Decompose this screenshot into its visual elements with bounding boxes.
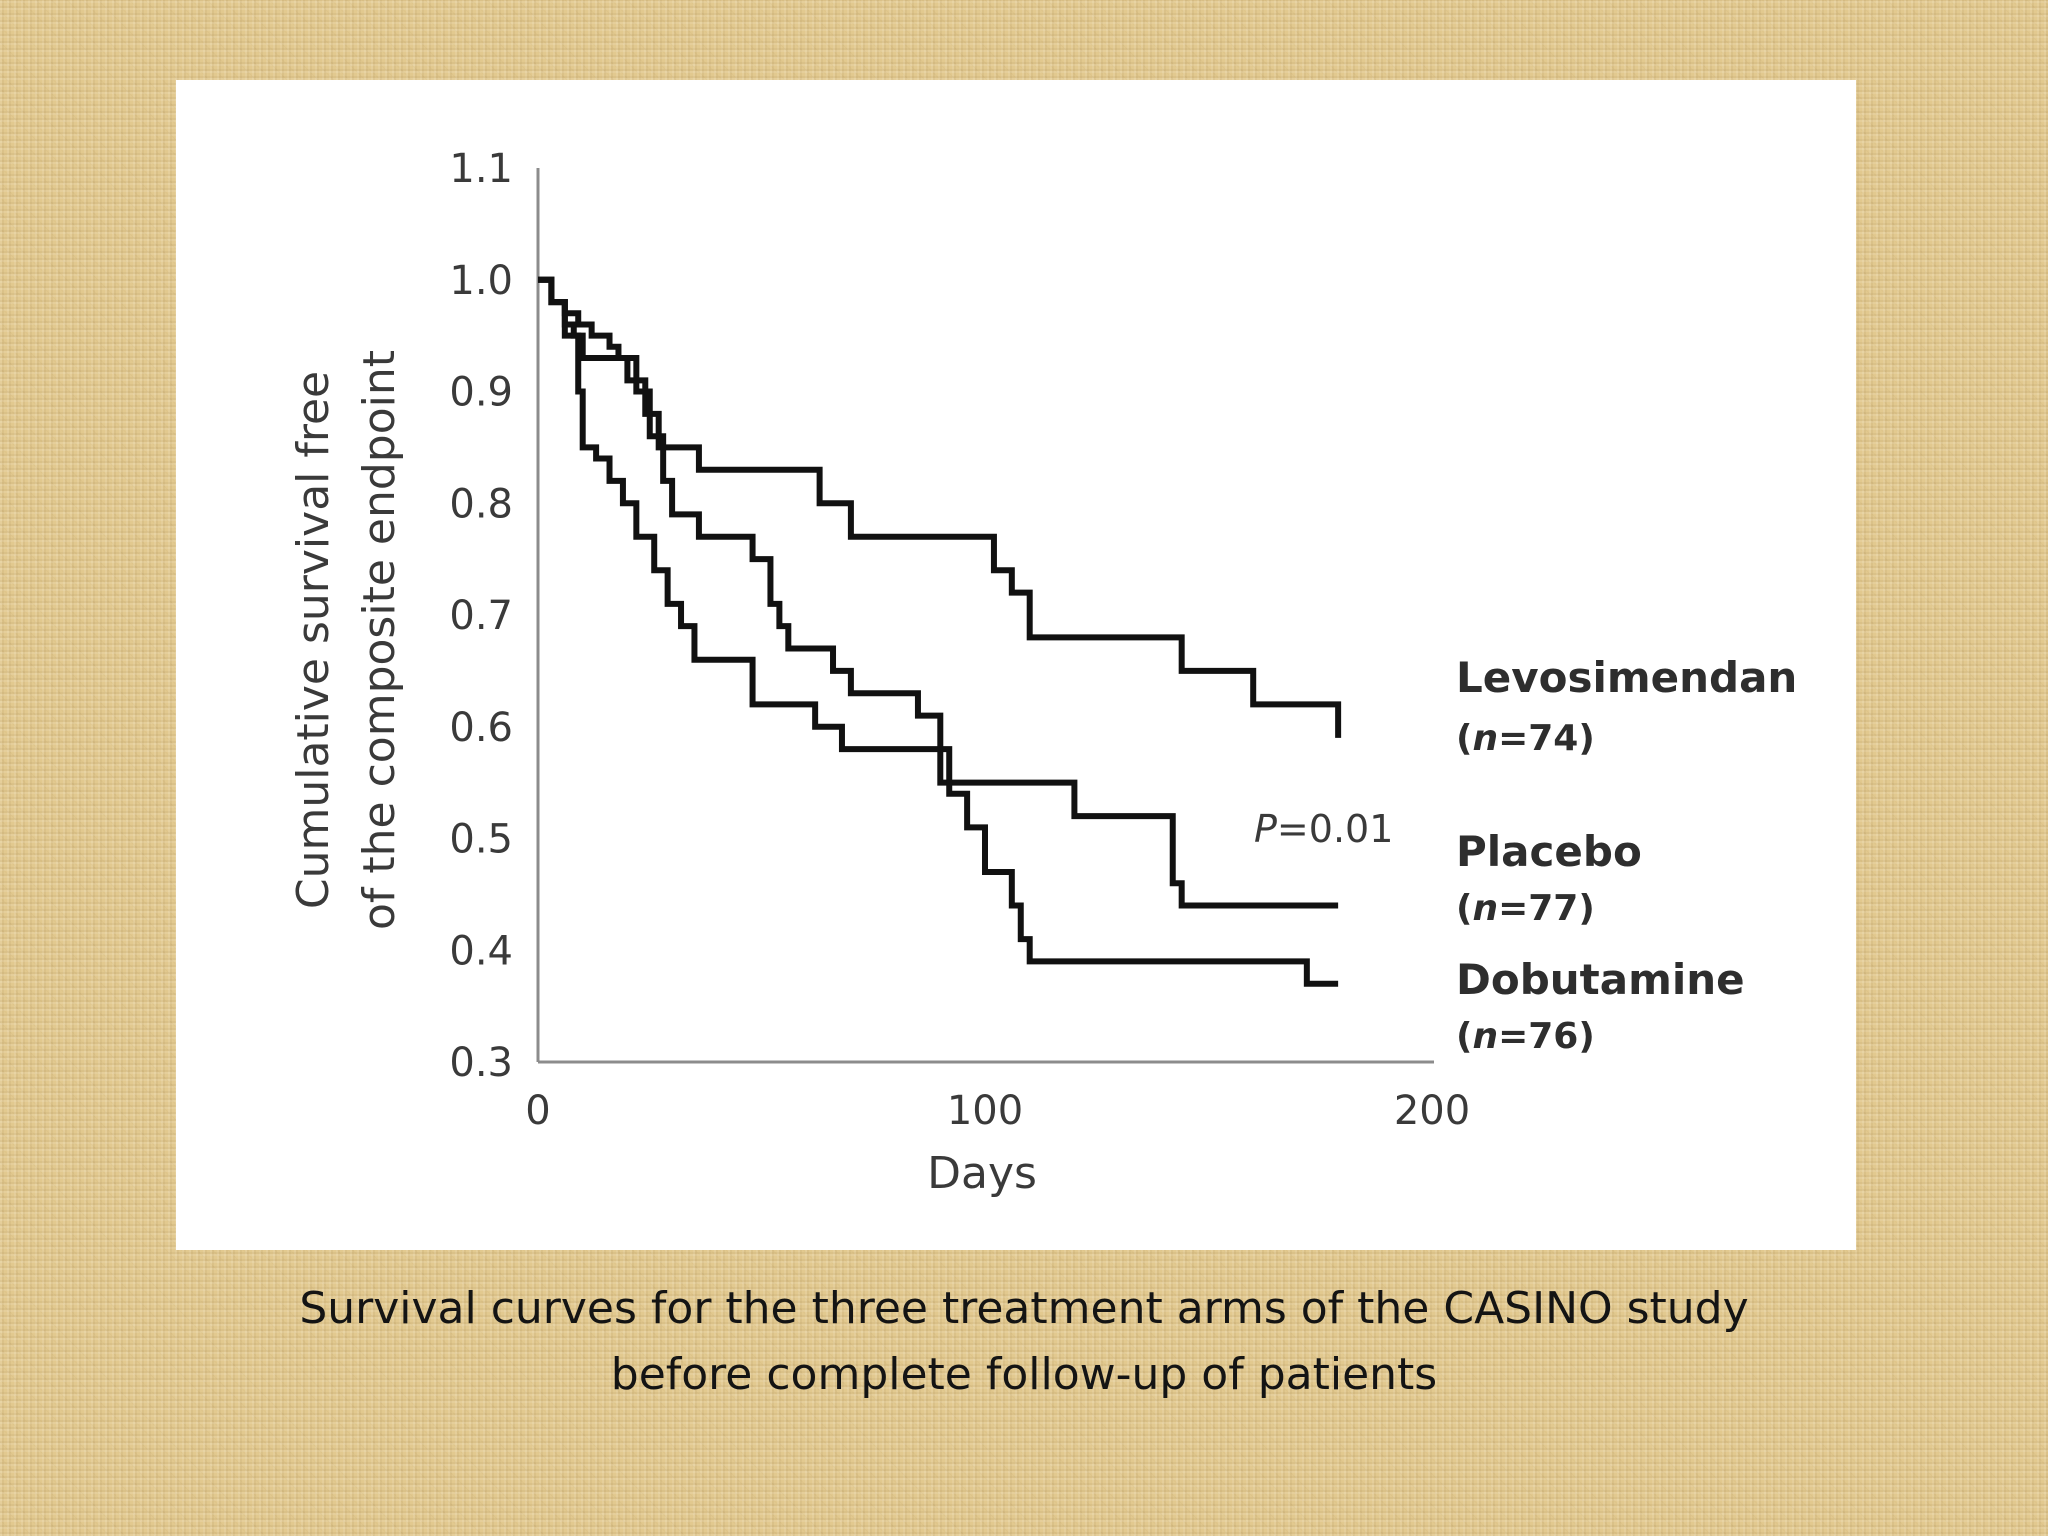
legend-dobutamine: Dobutamine: [1456, 955, 1745, 1004]
curve-dobutamine: [538, 276, 1339, 987]
x-tick-label: 0: [525, 1088, 550, 1134]
legend-levosimendan: Levosimendan: [1456, 653, 1797, 702]
survival-curves: [538, 276, 1342, 987]
legend-levosimendan-n: (n=74): [1456, 718, 1595, 759]
x-tick-label: 200: [1394, 1088, 1470, 1134]
y-tick-label: 0.5: [449, 817, 513, 863]
legend-dobutamine-n: (n=76): [1456, 1016, 1595, 1057]
curve-levosimendan: [538, 276, 1342, 738]
x-tick-label: 100: [947, 1088, 1023, 1134]
p-value-annotation: P=0.01: [1254, 807, 1393, 851]
y-tick-label: 0.7: [449, 593, 513, 639]
chart-panel: 0.3 0.4 0.5 0.6 0.7 0.8 0.9 1.0 1.1 0 100 200 Days…: [176, 80, 1856, 1250]
y-tick-labels: 0.3 0.4 0.5 0.6 0.7 0.8 0.9 1.0 1.1: [449, 146, 513, 1086]
y-axis-title-line-1: Cumulative survival free: [288, 371, 339, 909]
y-tick-label: 0.6: [449, 705, 513, 751]
curve-placebo: [538, 276, 1339, 909]
slide-caption: Survival curves for the three treatment …: [0, 1276, 2048, 1408]
y-tick-label: 1.0: [449, 258, 513, 304]
y-tick-label: 0.8: [449, 481, 513, 527]
y-tick-label: 0.3: [449, 1040, 513, 1086]
caption-line-1: Survival curves for the three treatment …: [299, 1283, 1749, 1334]
y-axis-title-line-2: of the composite endpoint: [354, 350, 405, 930]
x-tick-labels: 0 100 200: [525, 1088, 1470, 1134]
survival-chart: 0.3 0.4 0.5 0.6 0.7 0.8 0.9 1.0 1.1 0 100 200 Days…: [288, 146, 1797, 1199]
legend-placebo-n: (n=77): [1456, 888, 1595, 929]
y-tick-label: 1.1: [449, 146, 513, 192]
x-axis-title: Days: [927, 1148, 1037, 1199]
y-tick-label: 0.4: [449, 928, 513, 974]
legend-placebo: Placebo: [1456, 827, 1642, 876]
caption-line-2: before complete follow-up of patients: [610, 1349, 1438, 1400]
y-tick-label: 0.9: [449, 370, 513, 416]
